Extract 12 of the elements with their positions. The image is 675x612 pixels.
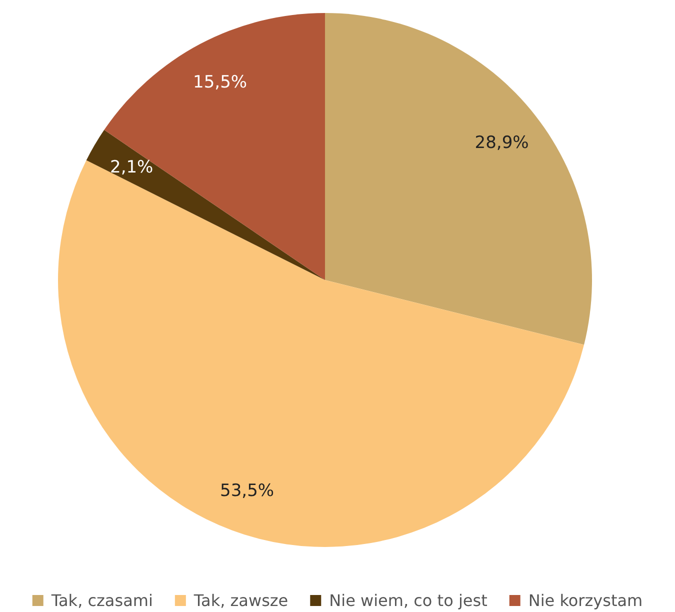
- legend-label: Nie wiem, co to jest: [329, 591, 488, 610]
- data-label: 28,9%: [474, 132, 529, 153]
- pie-slice: [325, 13, 592, 345]
- legend-label: Tak, czasami: [50, 591, 153, 610]
- data-label: 2,1%: [110, 157, 154, 178]
- pie-slice: [58, 160, 584, 547]
- data-label: 15,5%: [193, 72, 248, 93]
- pie-slice: [104, 13, 325, 280]
- pie-slice: [86, 130, 325, 280]
- data-label: 53,5%: [220, 481, 274, 502]
- legend-label: Nie korzystam: [528, 591, 643, 610]
- legend-label: Tak, zawsze: [192, 591, 288, 610]
